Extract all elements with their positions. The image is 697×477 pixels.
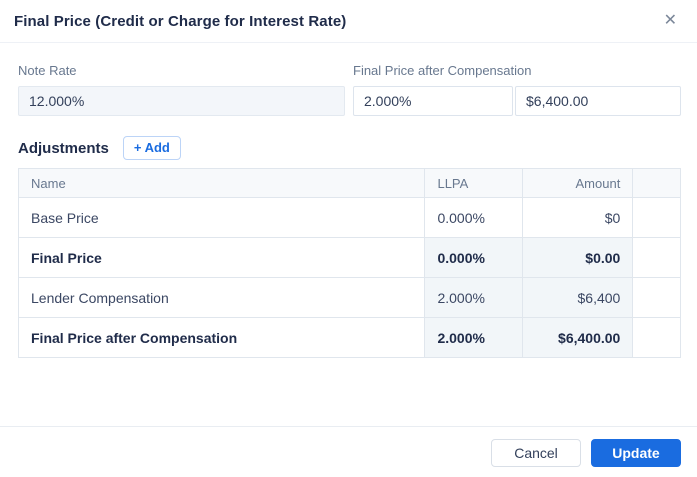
- cell-llpa: 2.000%: [424, 317, 524, 358]
- table-row-base-price: Base Price 0.000% $0: [17, 197, 681, 238]
- cell-amount: $6,400.00: [522, 317, 634, 358]
- modal-body: Note Rate Final Price after Compensation…: [0, 43, 697, 358]
- cancel-button[interactable]: Cancel: [491, 439, 581, 467]
- column-header-llpa: LLPA: [424, 168, 524, 198]
- table-header-row: Name LLPA Amount: [17, 168, 681, 198]
- fields-row: Note Rate Final Price after Compensation: [18, 63, 681, 116]
- add-adjustment-button[interactable]: + Add: [122, 136, 181, 160]
- cell-llpa: 2.000%: [424, 277, 524, 318]
- cell-amount: $0: [522, 197, 634, 238]
- modal-footer: Cancel Update: [0, 426, 697, 477]
- modal-title: Final Price (Credit or Charge for Intere…: [14, 12, 347, 30]
- final-price-after-compensation-label: Final Price after Compensation: [353, 63, 532, 78]
- adjustments-heading: Adjustments: [18, 139, 109, 157]
- update-button[interactable]: Update: [591, 439, 681, 467]
- cell-name: Final Price after Compensation: [17, 317, 426, 358]
- table-row-final-price: Final Price 0.000% $0.00: [17, 237, 681, 278]
- note-rate-label: Note Rate: [18, 63, 77, 78]
- cell-name: Final Price: [17, 237, 426, 278]
- cell-llpa: 0.000%: [424, 197, 524, 238]
- note-rate-field-group: Note Rate: [18, 63, 345, 116]
- column-header-amount: Amount: [522, 168, 634, 198]
- adjustments-table: Name LLPA Amount Base Price 0.000% $0 Fi…: [17, 168, 681, 358]
- column-header-extra: [632, 168, 681, 198]
- adjustments-bar: Adjustments + Add: [18, 136, 681, 160]
- table-row-lender-compensation: Lender Compensation 2.000% $6,400: [17, 277, 681, 318]
- cell-amount: $6,400: [522, 277, 634, 318]
- modal-header: Final Price (Credit or Charge for Intere…: [0, 0, 697, 43]
- cell-name: Base Price: [17, 197, 426, 238]
- table-row-final-price-after-compensation: Final Price after Compensation 2.000% $6…: [17, 317, 681, 358]
- cell-extra: [632, 237, 681, 278]
- final-price-inputs: [353, 86, 681, 116]
- final-price-percent-input[interactable]: [353, 86, 513, 116]
- cell-extra: [632, 277, 681, 318]
- cell-extra: [632, 317, 681, 358]
- cell-name: Lender Compensation: [17, 277, 426, 318]
- note-rate-input[interactable]: [18, 86, 345, 116]
- final-price-field-group: Final Price after Compensation: [353, 63, 681, 116]
- cell-amount: $0.00: [522, 237, 634, 278]
- final-price-amount-input[interactable]: [515, 86, 681, 116]
- close-icon[interactable]: ✕: [660, 11, 681, 31]
- cell-llpa: 0.000%: [424, 237, 524, 278]
- cell-extra: [632, 197, 681, 238]
- column-header-name: Name: [17, 168, 426, 198]
